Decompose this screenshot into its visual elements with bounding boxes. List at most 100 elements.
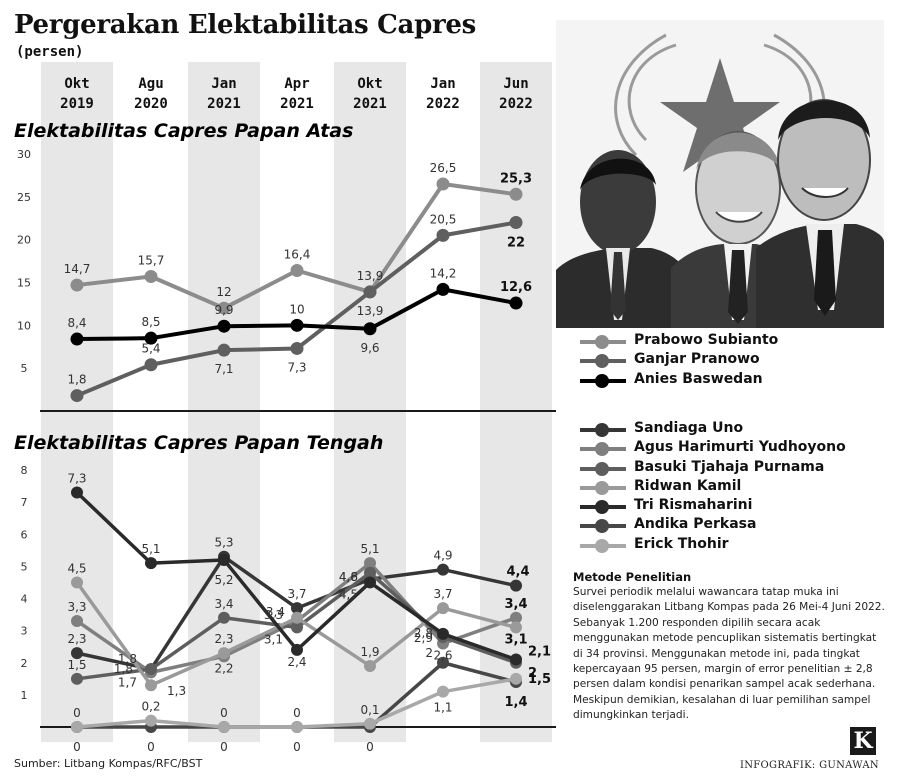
data-point [291,621,303,634]
data-point [145,557,157,570]
data-point [144,358,158,372]
data-label: 3,7 [287,587,306,601]
data-point [145,679,157,692]
series [70,177,523,733]
candidate-portraits-illustration [556,20,884,328]
data-point [436,228,450,242]
y-tick-label: 1 [21,689,28,702]
data-label: 20,5 [430,212,457,226]
data-point [509,296,523,310]
data-point [363,322,377,336]
data-point [218,611,230,624]
data-label: 2 [425,646,433,660]
y-tick-label: 8 [21,464,28,477]
data-point [437,656,449,669]
data-label: 7,1 [214,362,233,376]
data-label: 4,8 [339,570,358,584]
data-label: 2,4 [287,655,306,669]
data-point [364,717,376,730]
data-point [510,579,522,592]
data-point [218,721,230,733]
data-label: 2,1 [528,645,551,660]
legend-dot-marker [595,335,609,349]
data-point [144,331,158,345]
data-point [70,332,84,346]
data-label: 2 [528,666,537,681]
data-point [71,486,83,499]
methodology-text: Survei periodik melalui wawancara tatap … [573,586,885,722]
data-label: 7,3 [67,471,86,485]
data-label: 2,9 [414,631,433,645]
data-label: 2,2 [214,661,233,675]
data-label: 2,3 [67,632,86,646]
data-label: 5,1 [360,542,379,556]
data-label: 3,7 [433,587,452,601]
legend-dot-marker [595,461,609,476]
period-year-label: 2022 [499,96,533,112]
data-label: 12,6 [500,280,532,295]
data-point [218,553,230,566]
period-month-label: Apr [284,76,309,92]
data-label: 4,4 [506,565,529,580]
period-year-label: 2021 [207,96,241,112]
data-label: 0 [366,740,374,754]
page-subtitle: (persen) [16,44,84,60]
data-point [290,264,304,278]
data-point [70,278,84,292]
data-label: 1,3 [167,684,186,698]
page-title: Pergerakan Elektabilitas Capres [14,10,476,40]
source-note: Sumber: Litbang Kompas/RFC/BST [14,757,203,770]
data-label: 4,5 [339,587,358,601]
data-point [291,643,303,656]
period-bands [41,62,552,742]
y-tick-label: 3 [21,625,28,638]
data-label: 25,3 [500,171,532,186]
data-label: 0 [293,740,301,754]
period-year-label: 2019 [60,96,94,112]
data-point [363,285,377,299]
data-label: 3,1 [264,632,283,646]
data-label: 8,5 [141,315,160,329]
data-point [71,647,83,660]
data-label: 15,7 [138,254,165,268]
y-tick-label: 4 [21,593,28,606]
data-label: 1,8 [67,373,86,387]
data-label: 4,5 [67,561,86,575]
data-point [217,343,231,357]
data-label: 0,2 [141,700,160,714]
period-month-label: Agu [138,76,163,92]
legend-label: Sandiaga Uno [634,420,744,436]
legend-label: Andika Perkasa [634,516,757,533]
data-point [510,611,522,624]
data-point [291,721,303,733]
data-label: 5,3 [214,536,233,550]
data-point [436,282,450,296]
period-month-label: Okt [357,76,382,92]
y-tick-label: 5 [21,362,28,375]
data-point [71,672,83,685]
data-point [510,672,522,685]
data-label: 1,5 [67,658,86,672]
data-label: 0 [73,706,81,720]
period-year-label: 2022 [426,96,460,112]
data-label: 1,5 [528,672,551,687]
data-point [436,177,450,191]
data-label: 7,3 [287,360,306,374]
methodology-title: Metode Penelitian [573,570,692,584]
data-point [71,721,83,733]
data-point [291,611,303,624]
series-line [75,491,517,662]
period-header: Okt 2019 Agu 2020 Jan 2021 Apr 2021 Okt 2021 Jan 20… [60,76,533,112]
data-label: 3,3 [67,600,86,614]
kompas-logo: K [850,727,876,755]
data-label: 1,9 [360,645,379,659]
data-label: 14,7 [64,262,91,276]
legend-label: Tri Rismaharini [634,497,753,514]
data-point [437,685,449,698]
data-label: 10 [289,302,304,316]
data-point [217,301,231,315]
data-label: 14,2 [430,266,457,280]
infographic-credit: INFOGRAFIK: GUNAWAN [740,760,879,771]
legend-dot-marker [595,354,609,369]
